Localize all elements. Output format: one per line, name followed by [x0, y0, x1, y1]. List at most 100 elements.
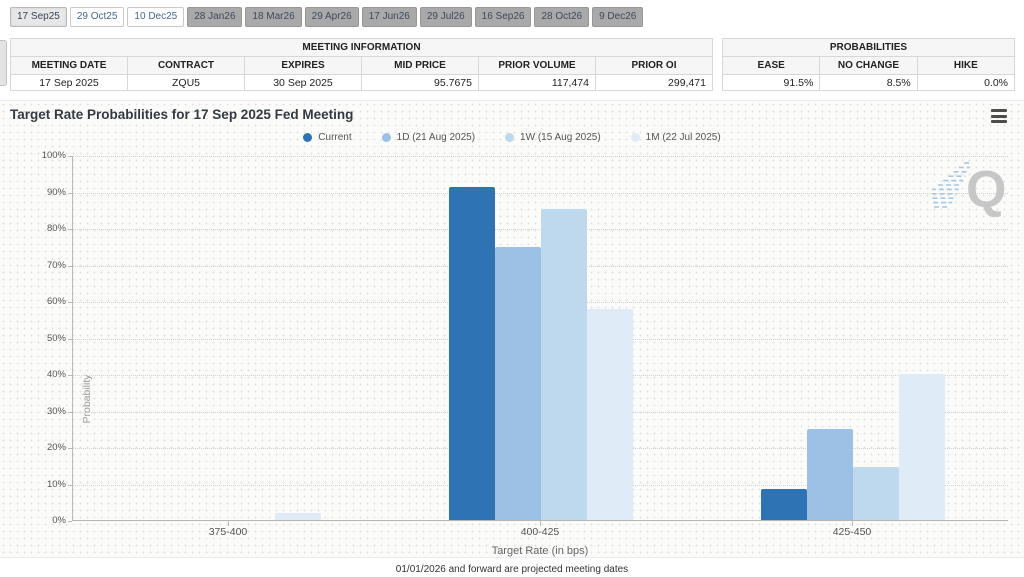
- y-tick-label: 30%: [46, 405, 66, 417]
- y-tick-mark: [68, 411, 72, 413]
- y-tick-label: 70%: [46, 259, 66, 271]
- x-category-label-425-450: 425-450: [832, 526, 872, 538]
- cell-ease: 91.5%: [721, 74, 821, 91]
- cell-meeting-date: 17 Sep 2025: [10, 74, 128, 91]
- y-tick-label: 90%: [46, 186, 66, 198]
- x-tick-mark: [540, 521, 541, 526]
- y-tick-label: 100%: [41, 150, 66, 161]
- column-header-meeting-date: MEETING DATE: [10, 56, 128, 75]
- x-tick-mark: [852, 521, 853, 526]
- y-tick-mark: [68, 484, 72, 486]
- legend-dot-icon: [630, 133, 640, 142]
- column-header-contract: CONTRACT: [127, 56, 245, 75]
- probabilities-table: PROBABILITIES EASE NO CHANGE HIKE 91.5% 8.5%…: [721, 38, 1016, 91]
- bar-1w-400-425[interactable]: [541, 208, 587, 520]
- column-header-no-change: NO CHANGE: [819, 56, 918, 75]
- y-tick-mark: [68, 338, 72, 340]
- x-tick-mark: [228, 521, 229, 526]
- cell-mid-price: 95.7675: [361, 74, 479, 91]
- gridline: [73, 156, 1008, 157]
- meeting-tab-17-sep25[interactable]: 17 Sep25: [10, 7, 67, 27]
- quikstrike-watermark-icon: Q: [932, 161, 1004, 219]
- bar-1m-375-400[interactable]: [275, 512, 321, 520]
- meeting-tab-9-dec26[interactable]: 9 Dec26: [592, 7, 644, 27]
- legend-dot-icon: [303, 133, 313, 142]
- bar-group-400-425: [449, 156, 633, 520]
- y-tick-mark: [68, 302, 72, 303]
- bar-1m-400-425[interactable]: [587, 308, 633, 520]
- bar-1w-425-450[interactable]: [853, 467, 899, 520]
- y-tick-label: 10%: [46, 478, 66, 490]
- legend-label: 1D (21 Aug 2025): [396, 132, 476, 143]
- gridline: [73, 192, 1008, 194]
- x-category-label-375-400: 375-400: [208, 526, 248, 538]
- meeting-tab-29-apr26[interactable]: 29 Apr26: [304, 7, 359, 27]
- meeting-tab-28-jan26[interactable]: 28 Jan26: [187, 7, 243, 27]
- legend-dot-icon: [381, 133, 391, 142]
- cell-prior-oi: 299,471: [595, 74, 713, 91]
- y-tick-label: 60%: [46, 296, 66, 307]
- y-tick-mark: [68, 265, 72, 267]
- legend-item-current[interactable]: Current: [303, 132, 352, 143]
- legend-item-1d[interactable]: 1D (21 Aug 2025): [381, 132, 476, 143]
- cell-expires: 30 Sep 2025: [244, 74, 362, 91]
- meeting-information-table: MEETING INFORMATION MEETING DATE CONTRACT…: [10, 38, 713, 91]
- y-tick-label: 50%: [46, 332, 66, 344]
- probabilities-title: PROBABILITIES: [722, 38, 1015, 57]
- y-axis-title: Probability: [81, 374, 93, 424]
- meeting-tab-17-jun26[interactable]: 17 Jun26: [361, 7, 417, 27]
- chart-legend: Current 1D (21 Aug 2025) 1W (15 Aug 2025) 1…: [0, 132, 1024, 143]
- chart-plot-area: Probability: [72, 156, 1008, 521]
- svg-text:Q: Q: [966, 161, 1004, 219]
- hamburger-menu-icon[interactable]: [991, 109, 1007, 123]
- legend-item-1m[interactable]: 1M (22 Jul 2025): [630, 132, 721, 143]
- meeting-tab-28-oct26[interactable]: 28 Oct26: [534, 7, 590, 27]
- legend-item-1w[interactable]: 1W (15 Aug 2025): [505, 132, 601, 143]
- bar-1m-425-450[interactable]: [899, 374, 945, 520]
- y-tick-mark: [68, 448, 72, 449]
- y-tick-mark: [68, 375, 72, 376]
- meeting-tab-16-sep26[interactable]: 16 Sep26: [474, 7, 532, 27]
- meeting-information-title: MEETING INFORMATION: [10, 38, 713, 57]
- meeting-tab-10-dec25[interactable]: 10 Dec25: [127, 7, 185, 27]
- cell-contract: ZQU5: [127, 74, 245, 91]
- x-axis-title: Target Rate (in bps): [491, 545, 589, 557]
- column-header-hike: HIKE: [916, 56, 1016, 75]
- x-category-label-400-425: 400-425: [520, 526, 560, 538]
- column-header-prior-oi: PRIOR OI: [595, 56, 713, 75]
- bar-group-375-400: [137, 156, 321, 520]
- cell-hike: 0.0%: [916, 74, 1016, 91]
- y-tick-mark: [68, 229, 72, 230]
- y-tick-mark: [68, 521, 72, 522]
- bar-group-425-450: [761, 156, 945, 520]
- projected-dates-footnote: 01/01/2026 and forward are projected mee…: [395, 564, 629, 575]
- meeting-tab-strip: 17 Sep25 29 Oct25 10 Dec25 28 Jan26 18 Mar26…: [10, 7, 644, 27]
- y-tick-label: 40%: [46, 369, 66, 380]
- meeting-tab-29-jul26[interactable]: 29 Jul26: [419, 7, 472, 27]
- target-rate-chart-panel: Target Rate Probabilities for 17 Sep 202…: [0, 100, 1024, 558]
- bar-current-400-425[interactable]: [449, 186, 495, 520]
- bar-current-425-450[interactable]: [761, 489, 807, 520]
- y-tick-label: 80%: [46, 223, 66, 234]
- legend-dot-icon: [505, 133, 515, 142]
- sidebar-collapse-handle[interactable]: [0, 40, 7, 86]
- y-tick-mark: [68, 192, 72, 194]
- column-header-expires: EXPIRES: [244, 56, 362, 75]
- chart-title: Target Rate Probabilities for 17 Sep 202…: [10, 107, 354, 122]
- bar-1d-425-450[interactable]: [807, 429, 853, 520]
- legend-label: 1M (22 Jul 2025): [645, 132, 721, 143]
- y-tick-mark: [68, 156, 72, 157]
- meeting-tab-18-mar26[interactable]: 18 Mar26: [245, 7, 302, 27]
- column-header-prior-volume: PRIOR VOLUME: [478, 56, 596, 75]
- y-tick-label: 20%: [46, 442, 66, 453]
- gridline: [73, 229, 1008, 230]
- meeting-tab-29-oct25[interactable]: 29 Oct25: [69, 7, 125, 27]
- cell-no-change: 8.5%: [819, 74, 918, 91]
- cell-prior-volume: 117,474: [478, 74, 596, 91]
- column-header-mid-price: MID PRICE: [361, 56, 479, 75]
- column-header-ease: EASE: [721, 56, 821, 75]
- y-tick-label: 0%: [52, 515, 66, 526]
- legend-label: Current: [318, 132, 352, 143]
- bar-1d-400-425[interactable]: [495, 247, 541, 520]
- legend-label: 1W (15 Aug 2025): [520, 132, 601, 143]
